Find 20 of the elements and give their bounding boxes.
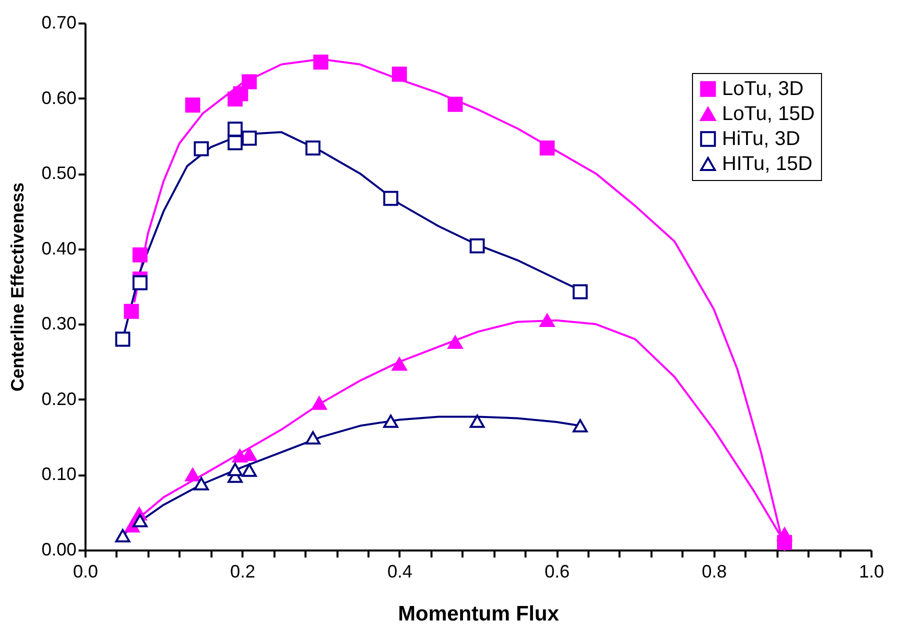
y-axis-title: Centerline Effectiveness — [7, 182, 28, 392]
y-tick-label: 0.50 — [41, 163, 76, 184]
legend-label: HITu, 15D — [722, 153, 812, 175]
x-tick-label: 1.0 — [858, 562, 884, 582]
x-tick-label: 0.0 — [72, 562, 98, 582]
y-tick-label: 0.00 — [41, 540, 76, 560]
y-tick-label: 0.60 — [41, 88, 76, 108]
x-tick-label: 0.6 — [544, 562, 570, 582]
y-tick-label: 0.30 — [41, 314, 76, 334]
legend-label: LoTu, 15D — [722, 103, 815, 125]
y-tick-label: 0.40 — [41, 238, 76, 258]
legend-label: HiTu, 3D — [722, 128, 800, 150]
x-axis-title: Momentum Flux — [398, 602, 560, 626]
legend-label: LoTu, 3D — [722, 78, 804, 100]
x-tick-label: 0.8 — [702, 562, 727, 582]
y-tick-label: 0.20 — [41, 388, 76, 409]
y-tick-label: 0.10 — [41, 464, 76, 484]
x-tick-label: 0.2 — [230, 562, 256, 582]
x-tick-label: 0.4 — [387, 562, 412, 582]
y-tick-label: 0.70 — [41, 12, 76, 32]
